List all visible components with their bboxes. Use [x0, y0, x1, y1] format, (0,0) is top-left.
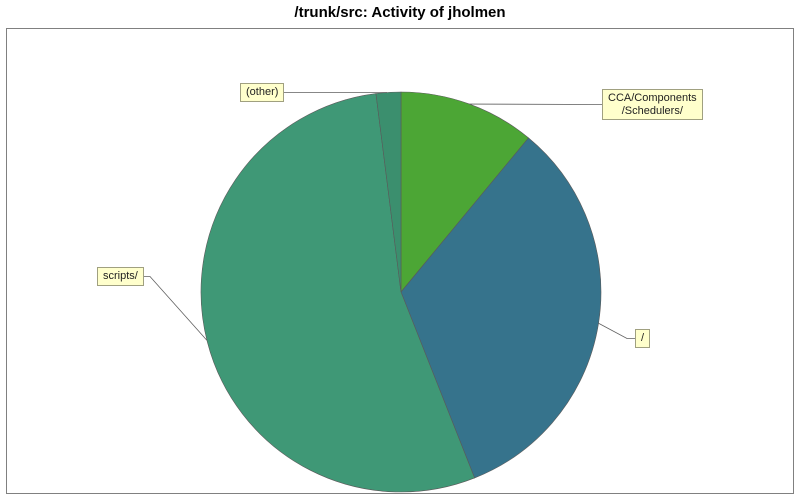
label-scripts: scripts/ [97, 267, 144, 286]
label-cca: CCA/Components/Schedulers/ [602, 89, 703, 120]
plot-area: CCA/Components/Schedulers/ / scripts/ (othe… [6, 28, 794, 494]
chart-title: /trunk/src: Activity of jholmen [0, 4, 800, 21]
leader-root [599, 323, 635, 338]
leader-scripts [144, 277, 207, 341]
label-root: / [635, 329, 650, 348]
label-other: (other) [240, 83, 284, 102]
chart-container: /trunk/src: Activity of jholmen CCA/Comp… [0, 0, 800, 500]
